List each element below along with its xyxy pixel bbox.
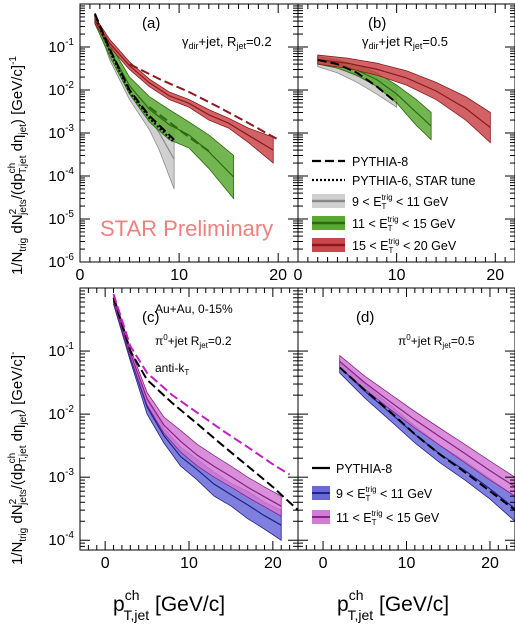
- annotation-d: π0+jet Rjet=0.5: [398, 333, 475, 350]
- ytick-label-a: 10-2: [48, 80, 74, 99]
- xtick-label-d: 0: [319, 555, 328, 572]
- ytick-label-a: 10-1: [48, 37, 74, 56]
- band-center-magenta-c: [112, 297, 282, 507]
- panel-d: 0 10 20: [297, 287, 515, 572]
- annotation-b: γdir+jet Rjet=0.5: [362, 34, 448, 51]
- legend-label-gray: 9 < ETtrig < 11 GeV: [352, 193, 449, 211]
- line-dash-black-d: [339, 366, 515, 511]
- band-red-a: [94, 15, 274, 164]
- plot-area-b: [317, 54, 491, 144]
- line-dash-red-a: [129, 63, 279, 141]
- svg-text:π0+jet Rjet=0.5: π0+jet Rjet=0.5: [398, 333, 475, 350]
- panel-c: 0 10 20 10-4 10-3 10-2 10-1: [48, 287, 299, 572]
- svg-text:pchT,jet [GeV/c]: pch T,jet [GeV/c]: [337, 587, 449, 623]
- svg-text:pchT,jet [GeV/c]: pch T,jet [GeV/c]: [113, 587, 225, 623]
- svg-text:Au+Au, 0-15%: Au+Au, 0-15%: [155, 302, 233, 316]
- svg-text:1/Ntrig dN2jets/(dpchT,jet dηj: 1/Ntrig dN2jets/(dpchT,jet dηjet) [GeV/c…: [7, 352, 29, 565]
- xtick-label-b: 0: [294, 267, 303, 284]
- ytick-label-c: 10-1: [48, 341, 74, 360]
- ytick-label-a: 10-5: [48, 209, 74, 228]
- ytick-label-a: 10-3: [48, 123, 74, 142]
- ytick-label-c: 10-2: [48, 404, 74, 423]
- band-magenta-d: [339, 354, 515, 497]
- xtick-label-c: 10: [180, 555, 198, 572]
- legend-top: PYTHIA-8 PYTHIA-6, STAR tune 9 < ETtrig …: [312, 155, 475, 255]
- ytick-label-a: 10-6: [48, 252, 74, 271]
- svg-text:γdir+jet Rjet=0.5: γdir+jet Rjet=0.5: [362, 34, 448, 51]
- xtick-label-b: 20: [486, 267, 504, 284]
- panel-label-d: (d): [356, 309, 374, 326]
- legend-label-pythia6: PYTHIA-6, STAR tune: [352, 174, 475, 188]
- legend-label-red: 15 < ETtrig < 20 GeV: [352, 237, 457, 255]
- xtick-label-a: 0: [76, 267, 85, 284]
- ytick-label-a: 10-4: [48, 166, 74, 185]
- xtick-label-d: 10: [398, 555, 416, 572]
- plot-area-c: [112, 293, 298, 541]
- legend-bottom: PYTHIA-8 9 < ETtrig < 11 GeV 11 < ETtrig…: [312, 462, 440, 527]
- ytick-label-c: 10-4: [48, 530, 74, 549]
- panel-label-c: (c): [142, 309, 160, 326]
- svg-text:anti-kT: anti-kT: [155, 361, 189, 377]
- band-center-red-b: [317, 58, 491, 128]
- legend-label-green: 11 < ETtrig < 15 GeV: [352, 215, 456, 233]
- svg-text:1/Ntrig dN2jets/(dpchT,jet dηj: 1/Ntrig dN2jets/(dpchT,jet dηjet) [GeV/c…: [7, 56, 29, 275]
- panel-label-a: (a): [142, 15, 160, 32]
- band-center-red-a: [94, 19, 274, 151]
- xtick-label-c: 20: [264, 555, 282, 572]
- xlabel-left: pch T,jet [GeV/c]: [113, 587, 225, 623]
- ylabel-top: 1/Ntrig dN2jets/(dpchT,jet dηjet) [GeV/c…: [7, 56, 29, 275]
- line-dash-black-b: [317, 58, 398, 104]
- panel-label-b: (b): [368, 15, 386, 32]
- xlabel-right: pch T,jet [GeV/c]: [337, 587, 449, 623]
- band-center-blue-c: [112, 300, 282, 526]
- plot-area-a: [93, 13, 279, 200]
- annotation-a: γdir+jet, Rjet=0.2: [182, 34, 272, 51]
- line-dash-black-c: [112, 297, 298, 511]
- plot-area-d: [339, 354, 515, 522]
- annotation-c: Au+Au, 0-15% π0+jet Rjet=0.2 anti-kT: [155, 302, 233, 377]
- watermark: STAR Preliminary: [100, 216, 273, 241]
- band-center-magenta-d: [339, 361, 515, 488]
- legend-label-magenta: 11 < ETtrig < 15 GeV: [336, 509, 440, 527]
- legend-label-blue: 9 < ETtrig < 11 GeV: [336, 485, 433, 503]
- ytick-label-c: 10-3: [48, 467, 74, 486]
- band-magenta-c: [113, 293, 282, 517]
- band-green-a: [94, 17, 234, 200]
- xtick-label-a: 10: [170, 267, 188, 284]
- xtick-label-a: 20: [269, 267, 287, 284]
- xtick-label-b: 10: [388, 267, 406, 284]
- line-dash-magenta-c: [112, 293, 291, 476]
- svg-text:π0+jet Rjet=0.2: π0+jet Rjet=0.2: [155, 333, 232, 350]
- line-dot-black-a: [93, 14, 175, 144]
- xtick-label-c: 0: [101, 555, 110, 572]
- line-dash-black-a: [93, 13, 175, 141]
- ylabel-bottom: 1/Ntrig dN2jets/(dpchT,jet dηjet) [GeV/c…: [7, 352, 29, 565]
- panel-b: 0 10 20: [294, 3, 515, 284]
- legend-label-pythia8: PYTHIA-8: [352, 155, 408, 169]
- xtick-label-d: 20: [481, 555, 499, 572]
- legend-label-pythia8-b: PYTHIA-8: [336, 462, 392, 476]
- svg-text:γdir+jet, Rjet=0.2: γdir+jet, Rjet=0.2: [182, 34, 272, 51]
